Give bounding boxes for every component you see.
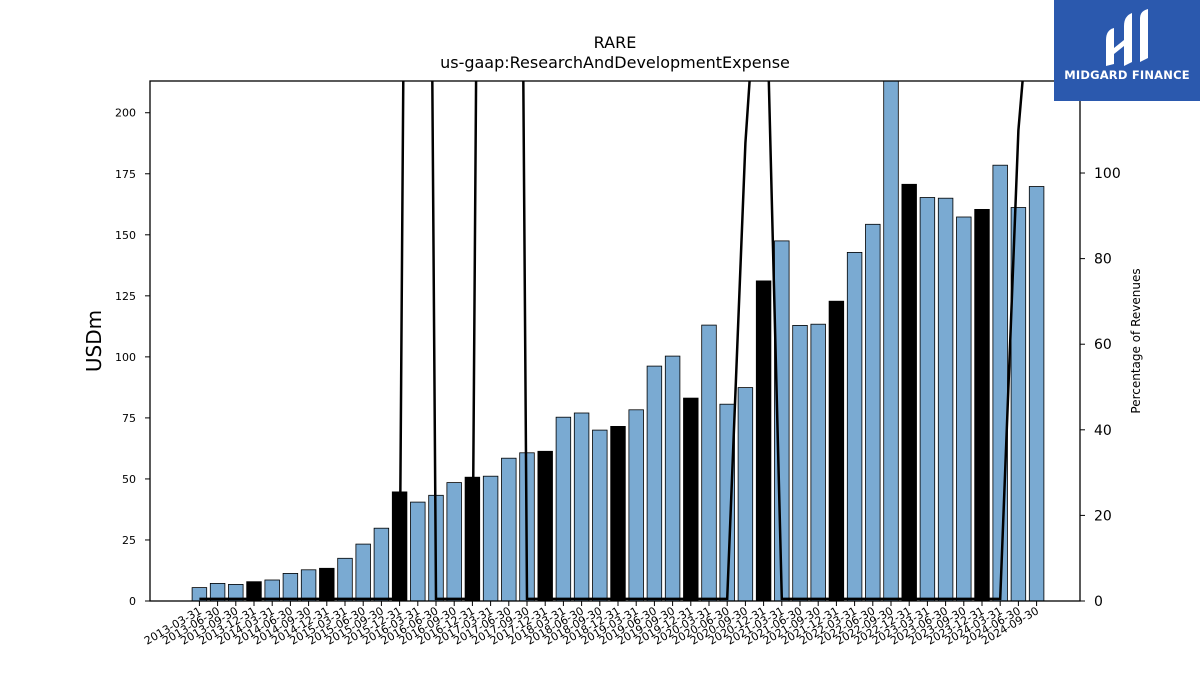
y-tick-label: 175 [115,168,136,181]
y2-axis-label: Percentage of Revenues [1129,268,1143,413]
y2-tick-label: 60 [1094,337,1112,353]
bar-2015-09-30 [373,527,390,601]
bar-2019-09-30 [664,355,681,601]
bar-2015-06-30 [355,543,371,601]
bar-2022-03-31 [846,251,863,601]
bar-2017-06-30 [501,457,517,601]
chart-subtitle: us-gaap:ResearchAndDevelopmentExpense [440,53,790,72]
x-axis: 2013-03-312013-06-302013-09-302013-12-31… [142,601,1041,648]
y-tick-label: 75 [122,412,136,425]
y-tick-label: 25 [122,534,136,547]
bar-2022-06-30 [865,223,881,601]
bars-layer [191,81,1045,601]
bar-2023-03-31 [919,197,936,601]
bar-2014-12-31 [319,567,335,601]
bar-2024-03-31 [992,164,1008,601]
y2-tick-label: 80 [1094,252,1112,268]
y2-tick-label: 40 [1094,423,1112,439]
bar-2019-03-31 [628,409,644,601]
bar-2013-09-30 [228,584,244,601]
bar-2024-09-30 [1028,186,1045,601]
bar-2024-06-30 [1010,207,1027,601]
y2-tick-label: 20 [1094,508,1112,524]
bar-2020-03-31 [701,324,717,601]
bar-2013-06-30 [209,583,226,601]
bar-2021-03-31 [774,240,790,601]
bar-2018-12-31 [610,425,626,601]
bar-2020-06-30 [719,403,735,601]
bar-2020-12-31 [755,280,772,601]
midgard-finance-logo: MIDGARD FINANCE [1054,0,1200,101]
logo-mark-icon [1106,9,1148,66]
y-tick-label: 50 [122,473,136,486]
bar-2015-03-31 [337,557,353,601]
bar-2021-09-30 [810,323,826,601]
y2-tick-label: 0 [1094,594,1103,610]
y-tick-label: 0 [129,595,136,608]
bar-2020-09-30 [737,387,754,601]
y-axis-label: USDm [82,310,106,372]
y-tick-label: 200 [115,107,136,120]
bar-2014-03-31 [264,579,280,601]
percentage-of-revenues-line [199,81,1024,601]
logo-text: MIDGARD FINANCE [1064,68,1190,82]
bar-2018-09-30 [592,429,608,601]
bar-2023-06-30 [937,197,954,601]
bar-2019-12-31 [683,397,699,601]
bar-2019-06-30 [646,365,663,601]
bar-2013-12-31 [246,581,262,601]
y-tick-label: 100 [115,351,136,364]
y-tick-label: 150 [115,229,136,242]
bar-2017-12-31 [537,450,553,601]
percentage-line-layer [199,81,1024,601]
bar-2018-03-31 [555,416,572,601]
bar-2021-12-31 [828,300,845,601]
y2-axis: 0 20 40 60 80 100 [1080,166,1121,610]
bar-2014-09-30 [300,569,317,601]
bar-2022-09-30 [883,81,899,601]
bar-2016-09-30 [446,482,462,601]
chart-title: RARE [594,33,637,52]
bar-2023-12-31 [974,208,990,601]
bar-2017-03-31 [482,475,499,601]
bar-2018-06-30 [573,412,590,601]
y2-tick-label: 100 [1094,166,1121,182]
plot-frame [149,80,1081,602]
bar-2021-06-30 [792,324,808,601]
y-axis: 0 25 50 75 100 125 150 175 200 [115,107,150,608]
y-tick-label: 125 [115,290,136,303]
bar-2014-06-30 [282,573,299,601]
bar-2023-09-30 [956,216,972,601]
bar-2022-12-31 [901,183,917,601]
bar-2016-03-31 [410,501,426,601]
